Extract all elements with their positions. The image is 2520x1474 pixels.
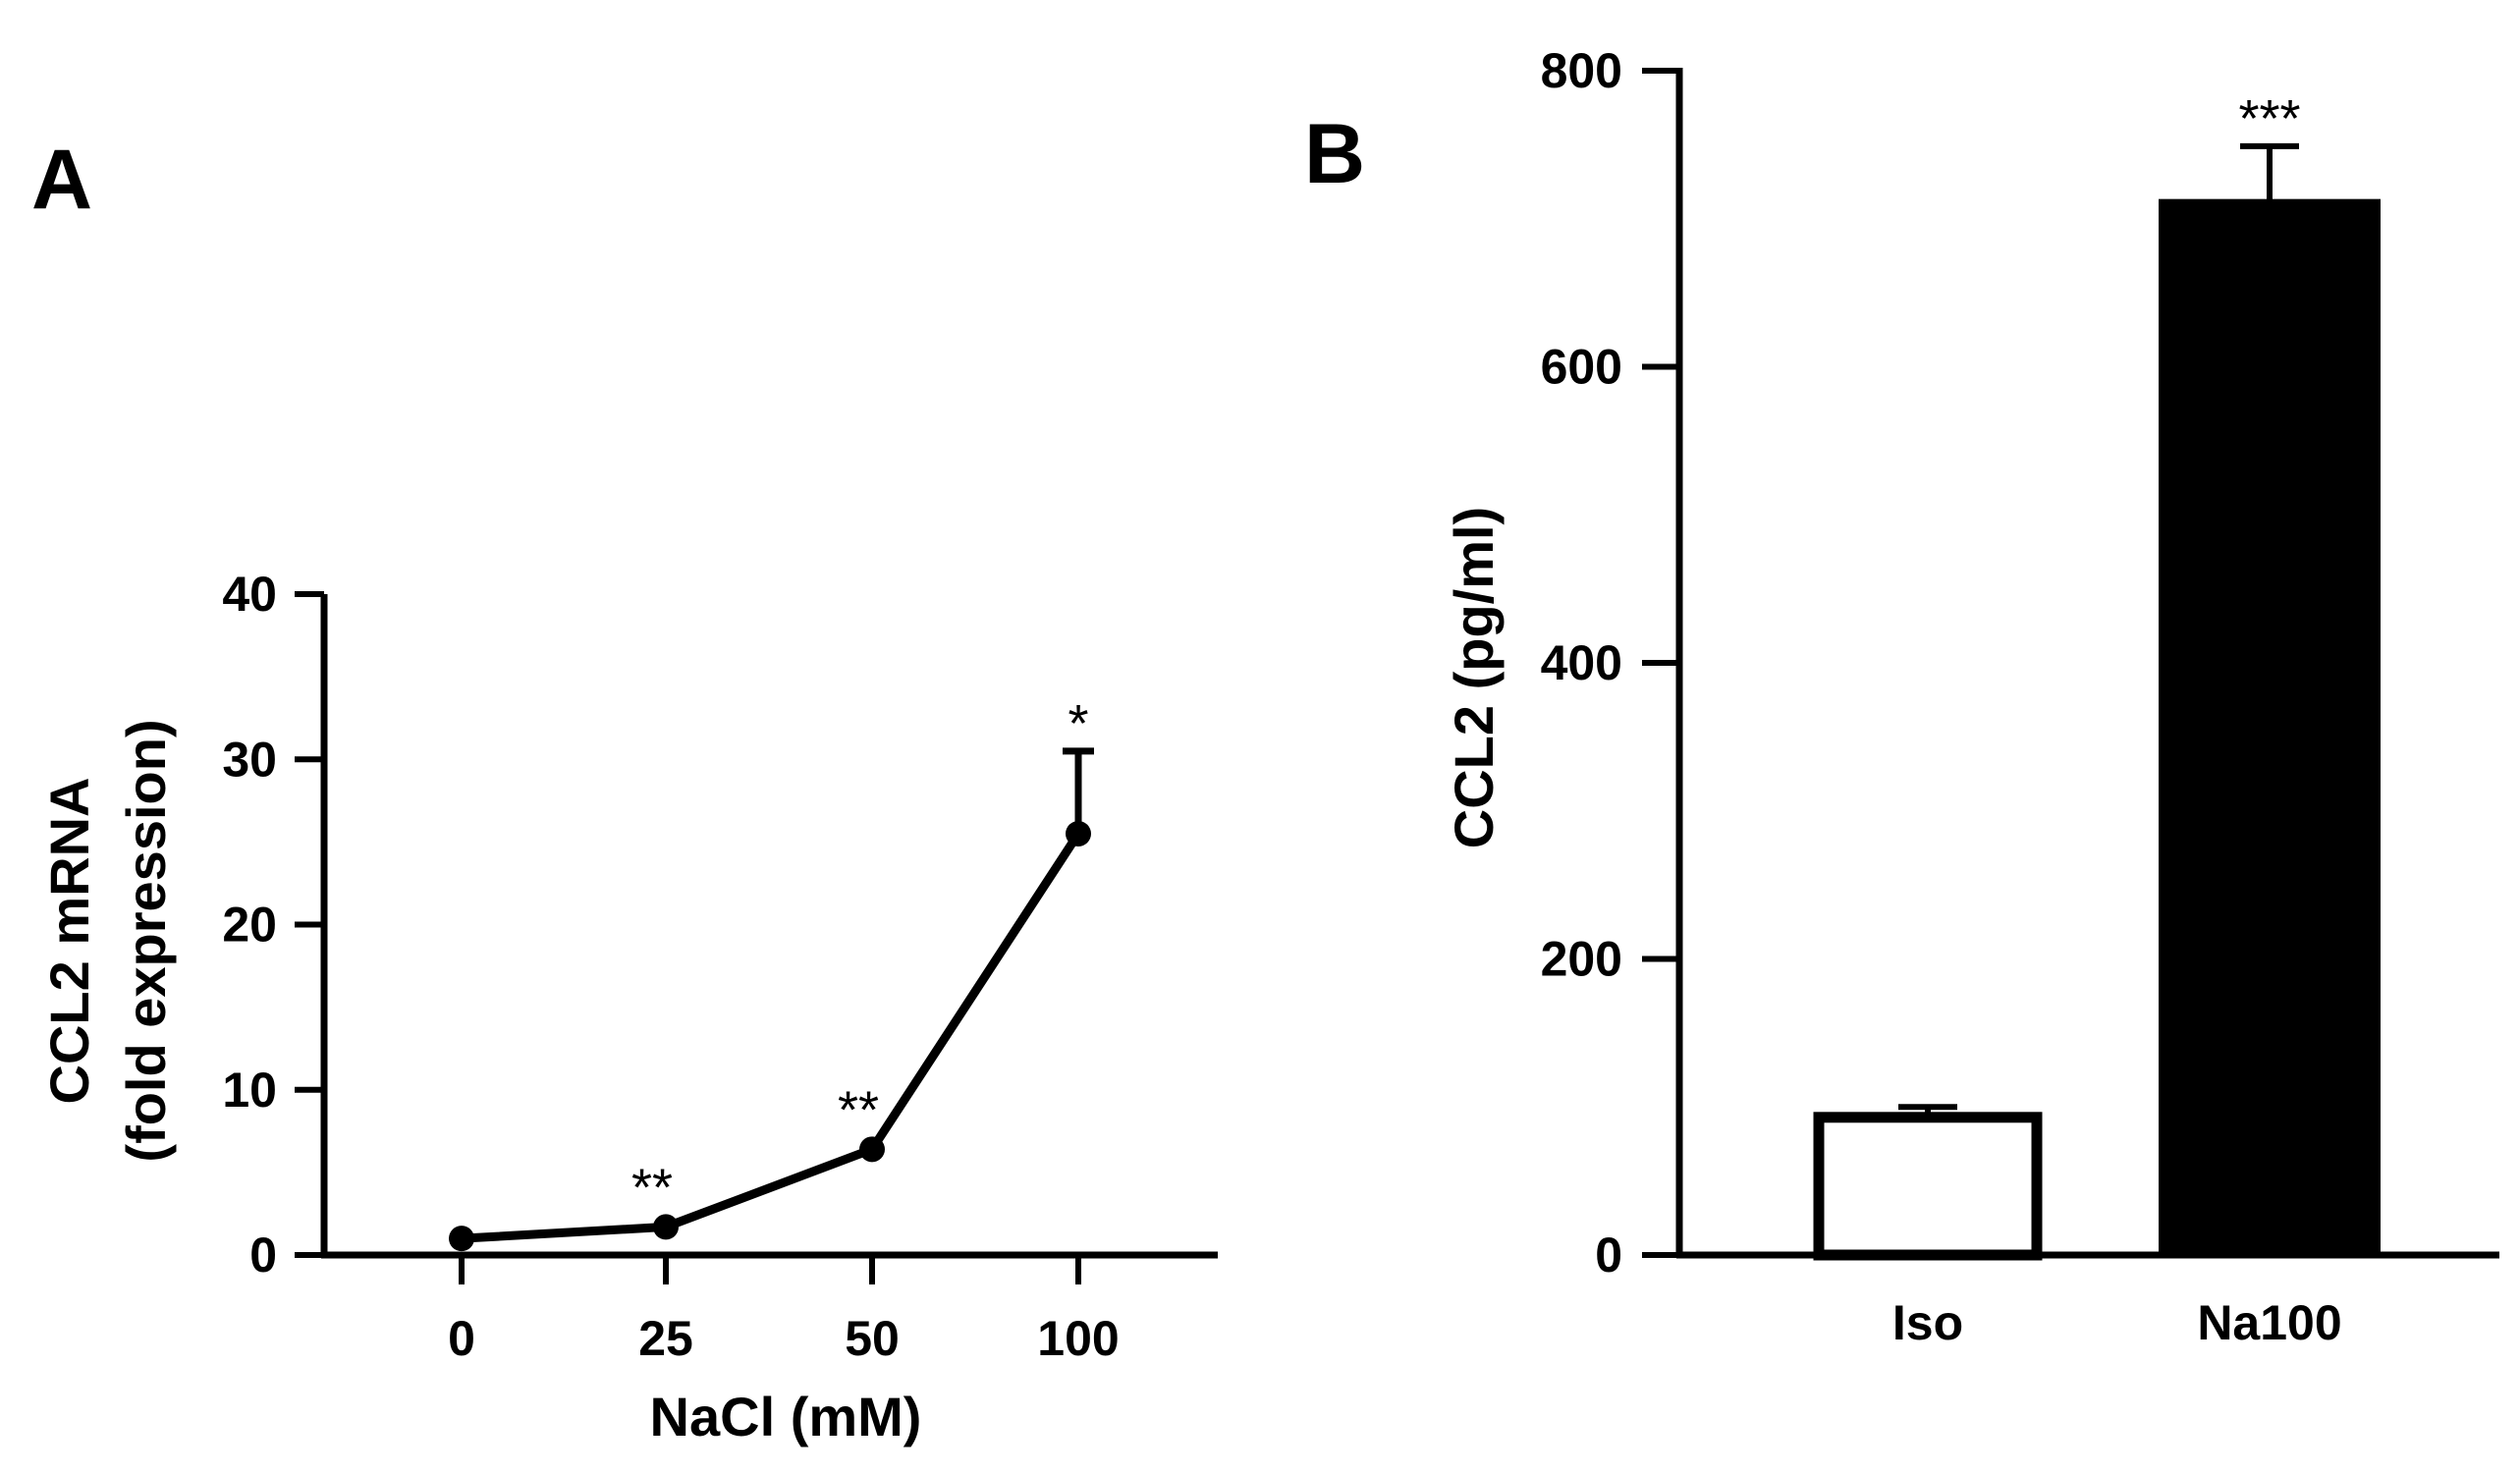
panel-a-data-point [653, 1214, 679, 1240]
panel-a-x-tick-label: 25 [638, 1311, 693, 1366]
panel-b-y-title: CCL2 (pg/ml) [1443, 507, 1505, 848]
panel-b-bar-chart: B CCL2 (pg/ml) 0 200 400 600 800 Iso Na100 *** [1304, 43, 2499, 1350]
panel-a-significance: * [1068, 694, 1088, 753]
panel-a-letter: A [31, 133, 92, 227]
panel-a-y-tick-label: 40 [222, 567, 277, 622]
panel-a-y-tick-label: 10 [222, 1063, 277, 1118]
panel-b-x-tick-label: Iso [1892, 1295, 1963, 1350]
panel-a-x-tick-label: 0 [448, 1311, 475, 1366]
panel-a-y-title-line1: CCL2 mRNA [38, 778, 100, 1105]
panel-b-bar [2159, 198, 2381, 1257]
panel-b-y-tick-label: 400 [1541, 635, 1622, 690]
panel-a-x-title: NaCl (mM) [650, 1386, 922, 1447]
panel-a-line-chart: A CCL2 mRNA (fold expression) NaCl (mM) … [31, 133, 1218, 1447]
panel-b-y-tick-label: 0 [1595, 1228, 1622, 1283]
panel-a-significance: ** [631, 1158, 673, 1217]
panel-a-x-tick-label: 50 [845, 1311, 900, 1366]
panel-b-y-tick-label: 800 [1541, 43, 1622, 98]
panel-a-y-tick-label: 20 [222, 898, 277, 953]
panel-a-y-title-line2: (fold expression) [115, 719, 177, 1162]
panel-a-data-point [1066, 820, 1091, 846]
panel-b-y-tick-label: 600 [1541, 340, 1622, 395]
panel-b-significance: *** [2238, 89, 2300, 148]
panel-a-y-tick-label: 0 [249, 1228, 277, 1283]
panel-b-x-tick-label: Na100 [2197, 1295, 2341, 1350]
panel-a-data-point [449, 1226, 474, 1252]
panel-b-letter: B [1304, 107, 1365, 201]
panel-b-bar [1813, 1112, 2043, 1261]
panel-a-data-point [859, 1136, 885, 1163]
panel-a-x-tick-label: 100 [1037, 1311, 1119, 1366]
panel-a-series-line [461, 831, 1082, 1243]
panel-a-significance: ** [838, 1080, 879, 1139]
panel-b-y-tick-label: 200 [1541, 932, 1622, 987]
panel-a-y-tick-label: 30 [222, 732, 277, 787]
